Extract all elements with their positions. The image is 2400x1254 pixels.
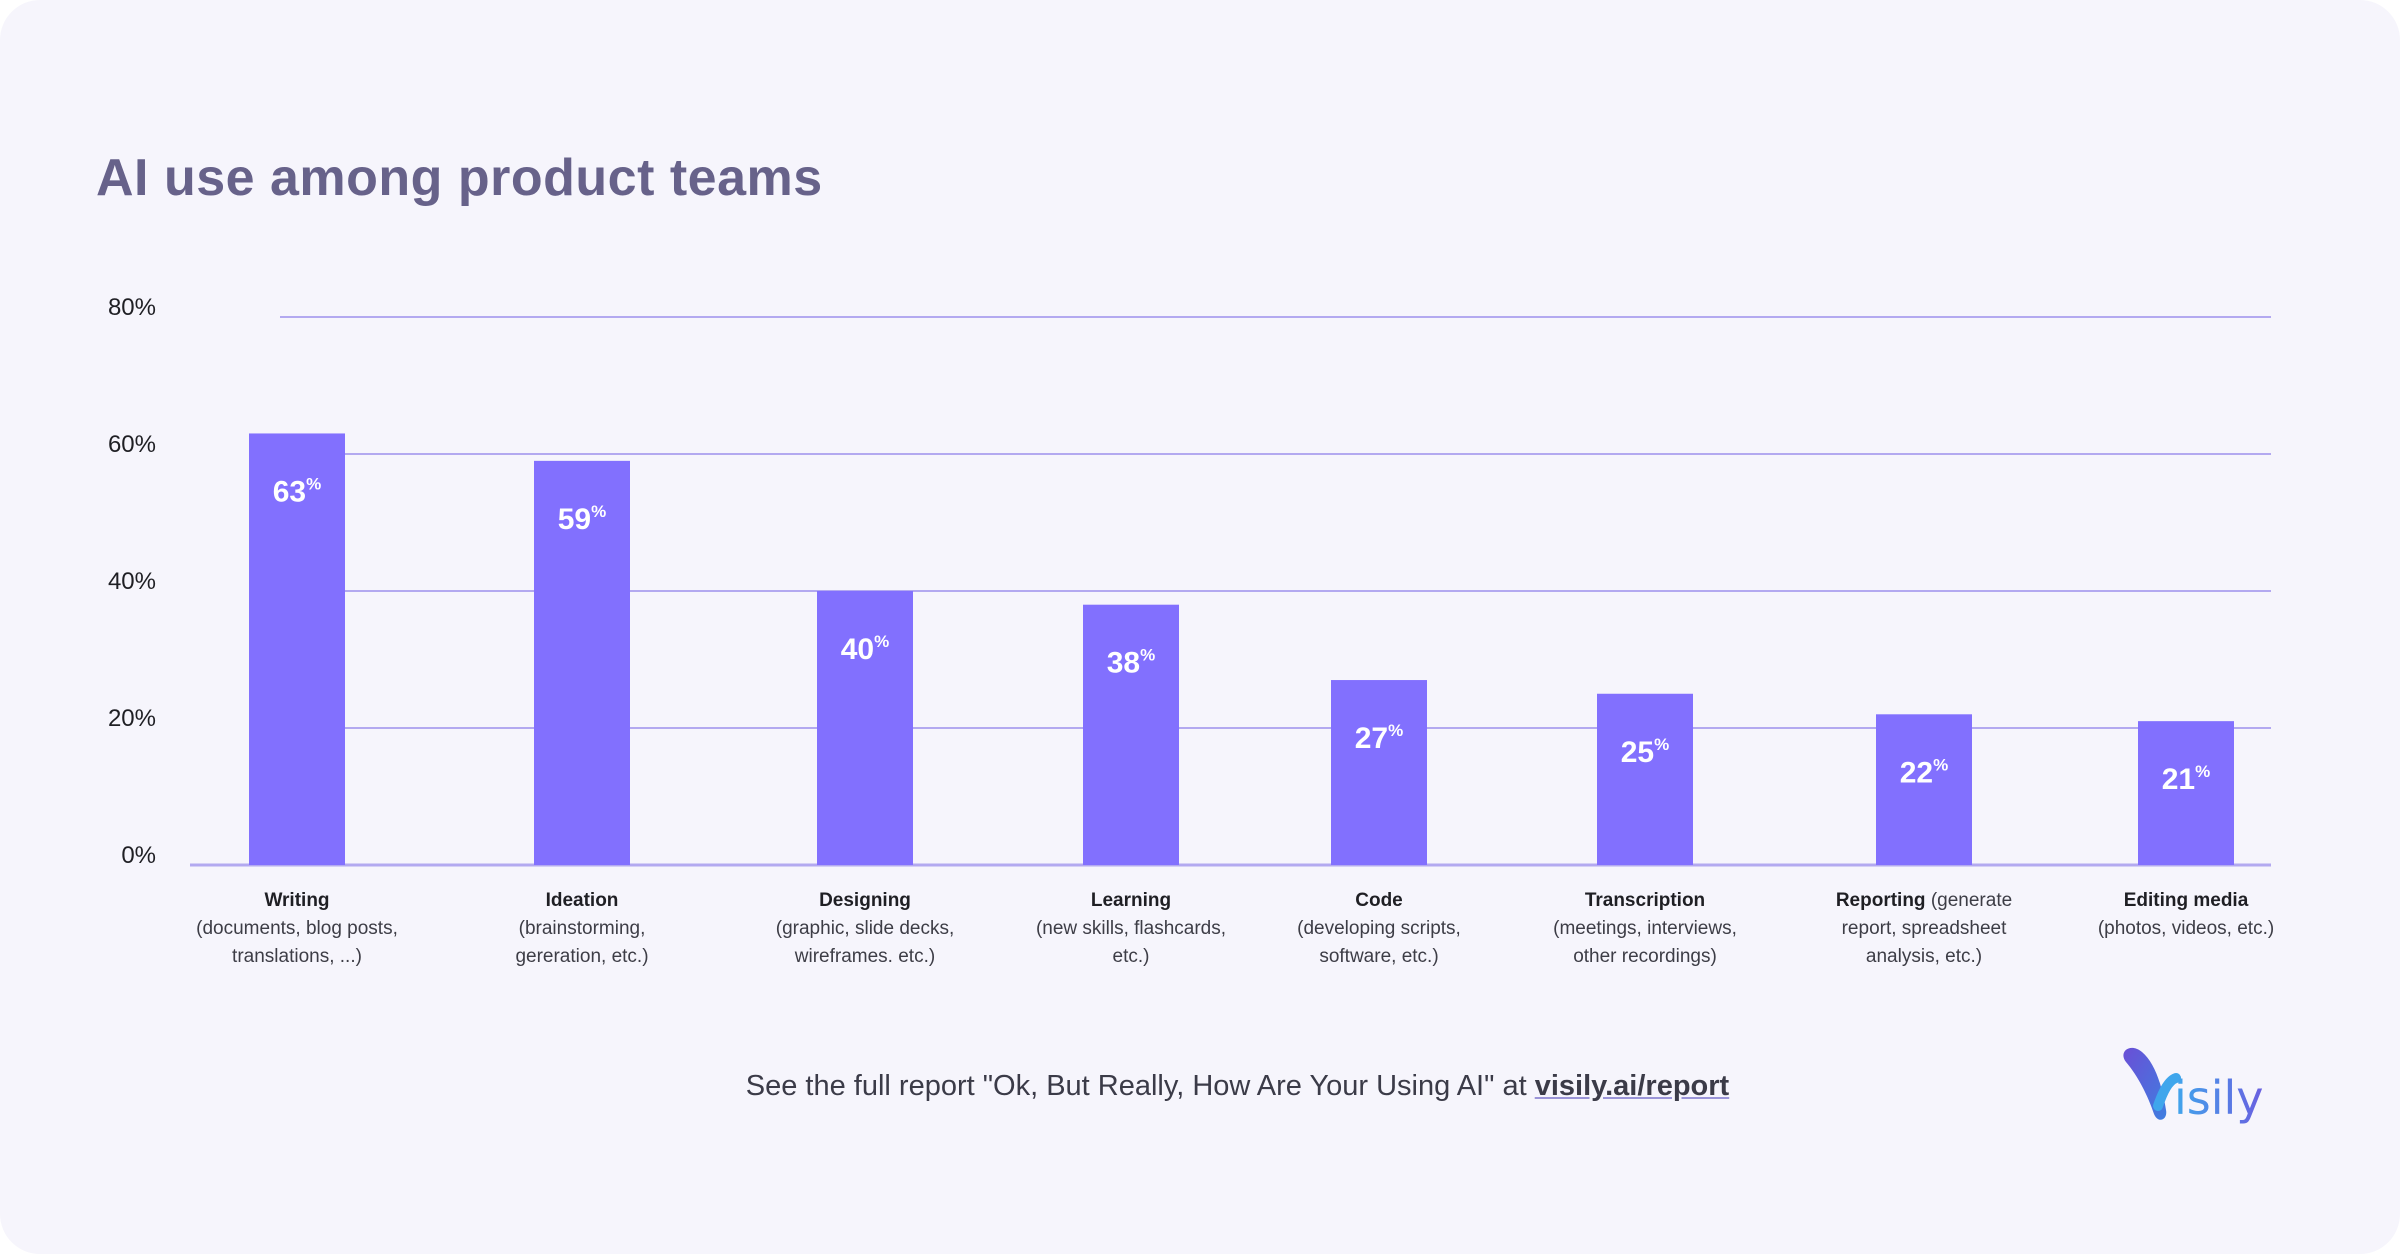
category-label: Code (developing scripts, software, etc.): [1284, 887, 1474, 971]
category-description: (meetings, interviews, other recordings): [1553, 918, 1737, 967]
bar: [1597, 693, 1693, 865]
category-name: Ideation: [545, 890, 619, 911]
footer-text: See the full report "Ok, But Really, How…: [745, 1070, 1535, 1102]
data-label: 21%: [2162, 762, 2211, 796]
y-tick-label: 40%: [108, 568, 156, 595]
y-tick-label: 20%: [108, 705, 156, 732]
bar: [534, 460, 630, 865]
category-description: (developing scripts, software, etc.): [1297, 918, 1461, 967]
y-tick-label: 60%: [108, 431, 156, 458]
category-name: Reporting: [1835, 890, 1926, 911]
category-description: (brainstorming, gereration, etc.): [515, 918, 649, 967]
report-link[interactable]: visily.ai/report: [1534, 1070, 1730, 1102]
bar: [817, 591, 913, 865]
category-label: Writing (documents, blog posts, translati…: [182, 887, 412, 971]
category-name: Code: [1355, 890, 1403, 911]
category-description: (documents, blog posts, translations, ..…: [196, 918, 398, 967]
category-description: (generate report, spreadsheet analysis, …: [1841, 890, 2013, 967]
category-label: Designing (graphic, slide decks, wirefram…: [750, 887, 980, 971]
data-label: 27%: [1355, 721, 1404, 755]
bar: [1876, 714, 1972, 865]
footer: See the full report "Ok, But Really, How…: [0, 1070, 2400, 1103]
category-name: Editing media: [2123, 890, 2249, 911]
category-name: Transcription: [1584, 890, 1706, 911]
category-label: Learning (new skills, flashcards, etc.): [1016, 887, 1246, 971]
y-tick-label: 0%: [121, 842, 156, 869]
category-description: (new skills, flashcards, etc.): [1035, 918, 1227, 967]
category-label: Editing media (photos, videos, etc.): [2091, 887, 2281, 943]
category-description: (graphic, slide decks, wireframes. etc.): [775, 918, 955, 967]
category-label: Transcription (meetings, interviews, othe…: [1530, 887, 1760, 971]
category-label: Ideation (brainstorming, gereration, etc.…: [487, 887, 677, 971]
category-description: (photos, videos, etc.): [2097, 918, 2275, 939]
bar: [1331, 680, 1427, 865]
category-name: Designing: [819, 890, 911, 911]
y-tick-label: 80%: [108, 294, 156, 321]
category-name: Learning: [1090, 890, 1172, 911]
visily-logo: isily: [2123, 1047, 2264, 1125]
svg-text:isily: isily: [2174, 1071, 2264, 1125]
category-name: Writing: [264, 890, 330, 911]
bar: [2138, 721, 2234, 865]
chart-title: AI use among product teams: [96, 149, 823, 207]
bar: [249, 433, 345, 865]
bar: [1083, 604, 1179, 865]
category-label: Reporting (generate report, spreadsheet …: [1824, 887, 2024, 971]
data-label: 25%: [1621, 735, 1670, 769]
